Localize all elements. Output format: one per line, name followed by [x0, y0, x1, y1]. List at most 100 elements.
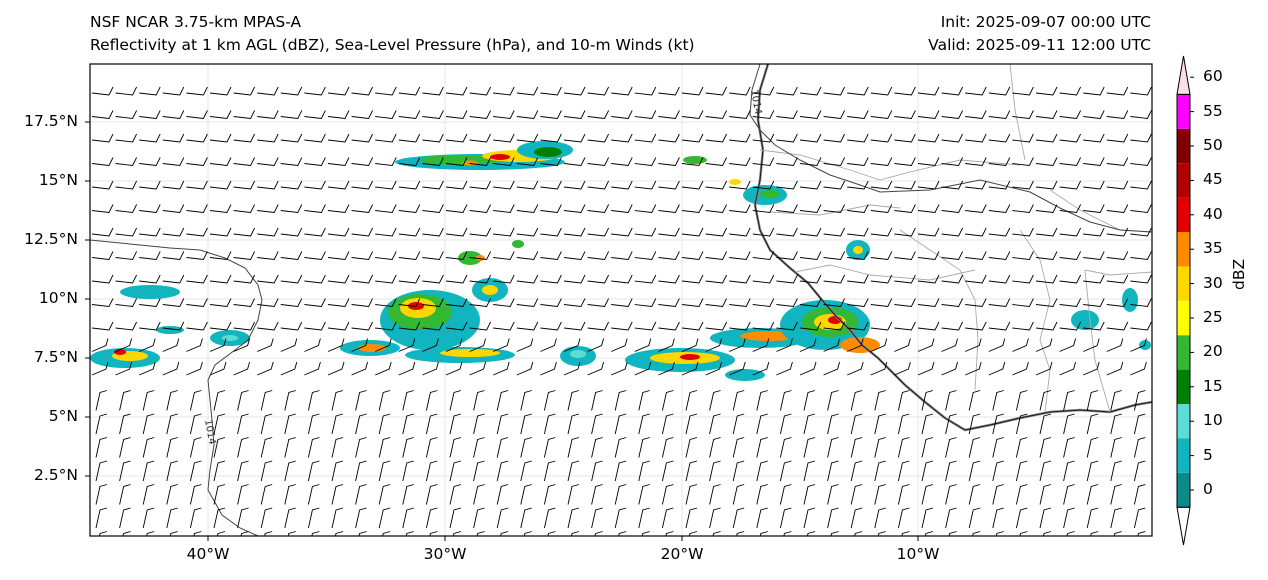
wind-barb — [1110, 437, 1122, 458]
wind-barb — [91, 157, 114, 166]
wind-barb — [233, 251, 256, 260]
wind-barb — [661, 413, 674, 435]
wind-barb — [146, 531, 155, 536]
wind-barb — [563, 86, 586, 96]
wind-barb — [776, 180, 798, 190]
wind-barb — [847, 157, 869, 166]
wind-barb — [897, 460, 910, 482]
wind-barb — [516, 204, 539, 213]
wind-barb — [257, 157, 279, 166]
wind-barb — [567, 390, 580, 411]
wind-barb — [257, 274, 279, 284]
wind-barb — [520, 507, 532, 529]
wind-barb — [280, 157, 303, 166]
wind-barb — [823, 110, 846, 119]
wind-barb — [776, 321, 798, 331]
wind-barb — [1015, 460, 1028, 482]
wind-barb — [280, 361, 298, 376]
wind-barb — [1090, 531, 1099, 536]
wind-barb — [233, 204, 256, 213]
wind-barb — [563, 361, 581, 376]
wind-barb — [823, 180, 846, 190]
wind-barb — [638, 437, 650, 458]
wind-barb — [422, 133, 444, 143]
wind-barb — [1086, 460, 1099, 482]
wind-barb — [948, 531, 957, 536]
wind-barb — [422, 338, 439, 352]
wind-barb — [803, 507, 816, 529]
wind-barb — [661, 437, 674, 458]
colorbar-segment — [1177, 335, 1190, 370]
wind-barb — [257, 298, 279, 307]
wind-barb — [965, 227, 987, 237]
wind-barb — [398, 321, 421, 331]
wind-barb — [260, 390, 273, 411]
wind-barb — [709, 413, 721, 435]
wind-barb — [705, 338, 723, 352]
wind-barb — [449, 413, 462, 435]
wind-barb — [115, 321, 138, 331]
wind-barb — [327, 133, 350, 143]
wind-barb — [634, 86, 657, 96]
wind-barb — [334, 531, 344, 536]
wind-barb — [779, 413, 792, 435]
wind-barb — [1083, 110, 1105, 119]
wind-barb — [280, 338, 298, 352]
wind-barb — [850, 413, 863, 435]
wind-barb — [587, 180, 610, 190]
wind-barb — [186, 251, 208, 260]
wind-barb — [968, 507, 981, 529]
wind-barb — [709, 390, 721, 411]
wind-barb — [776, 274, 798, 284]
wind-barb — [752, 361, 770, 376]
wind-barb — [917, 133, 940, 143]
wind-barb — [901, 531, 910, 536]
wind-barb — [894, 86, 916, 96]
wind-barb — [847, 227, 869, 237]
colorbar-segment — [1177, 163, 1190, 198]
wind-barb — [516, 86, 539, 96]
wind-barb — [894, 274, 916, 284]
wind-barb — [992, 413, 1004, 435]
wind-barb — [1035, 321, 1058, 331]
wind-barb — [1035, 361, 1053, 376]
wind-barb — [776, 227, 798, 237]
wind-barb — [375, 110, 397, 119]
wind-barb — [587, 251, 610, 260]
wind-barb — [1015, 437, 1028, 458]
wind-barb — [591, 460, 603, 482]
wind-barb — [705, 274, 728, 284]
wind-barb — [874, 390, 886, 411]
wind-barb — [473, 413, 485, 435]
wind-barb — [729, 133, 751, 143]
wind-barb — [355, 484, 367, 505]
wind-barb — [965, 180, 987, 190]
colorbar-segment — [1177, 197, 1190, 232]
wind-barb — [166, 460, 178, 482]
wind-barb — [91, 204, 114, 213]
wind-barb — [1012, 133, 1034, 143]
wind-barb — [992, 390, 1004, 411]
wind-barb — [493, 133, 515, 143]
colorbar-tick-label: 30 — [1203, 273, 1223, 292]
wind-barb — [378, 507, 391, 529]
wind-barb — [988, 298, 1011, 307]
wind-barb — [98, 531, 108, 536]
wind-barb — [968, 390, 981, 411]
wind-barb — [307, 413, 320, 435]
wind-barb — [988, 361, 1006, 376]
wind-barb — [634, 321, 657, 331]
wind-barb — [614, 390, 627, 411]
wind-barb — [945, 507, 957, 529]
wind-barb — [166, 413, 178, 435]
valid-time: Valid: 2025-09-11 12:00 UTC — [928, 36, 1151, 54]
init-time: Init: 2025-09-07 00:00 UTC — [940, 13, 1151, 31]
wind-barb — [139, 157, 161, 166]
wind-barb — [398, 227, 421, 237]
wind-barb — [216, 531, 226, 536]
wind-barb — [422, 361, 439, 376]
colorbar-tick-label: 40 — [1203, 204, 1223, 223]
wind-barb — [260, 507, 273, 529]
wind-barb — [587, 86, 610, 96]
wind-barb — [139, 361, 156, 376]
